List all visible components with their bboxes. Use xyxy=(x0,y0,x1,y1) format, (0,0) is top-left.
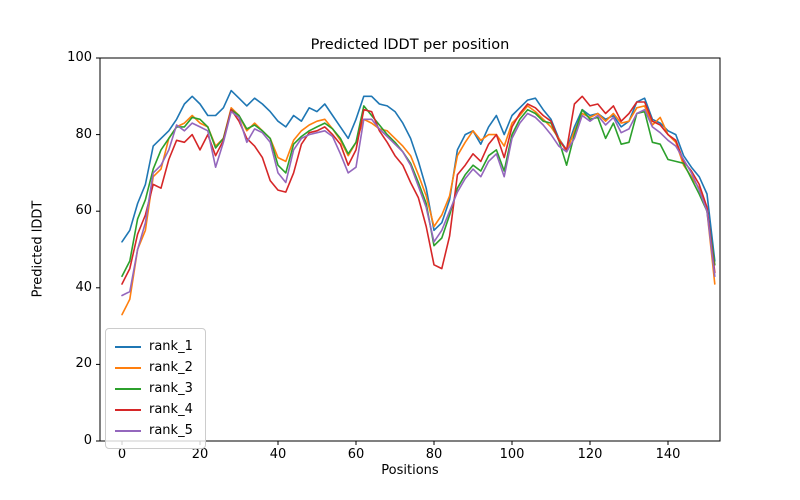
x-tick-label: 80 xyxy=(425,447,443,462)
axes-spines xyxy=(99,57,721,442)
legend-line-swatch xyxy=(115,429,141,432)
y-tick-label: 40 xyxy=(75,279,92,295)
legend-label: rank_3 xyxy=(149,381,193,396)
legend-entry-rank_4: rank_4 xyxy=(115,399,193,420)
chart-title: Predicted lDDT per position xyxy=(310,37,510,53)
line-rank_4 xyxy=(121,95,716,285)
legend-label: rank_5 xyxy=(149,423,193,438)
line-rank_3 xyxy=(121,105,716,278)
y-tick-label: 0 xyxy=(83,433,92,448)
legend-entry-rank_2: rank_2 xyxy=(115,357,193,378)
legend-label: rank_1 xyxy=(149,339,193,354)
legend-label: rank_2 xyxy=(149,360,193,375)
y-tick-label: 80 xyxy=(75,126,92,142)
legend-entry-rank_5: rank_5 xyxy=(115,420,193,441)
y-tick-label: 60 xyxy=(75,203,92,219)
y-tick-label: 20 xyxy=(75,356,92,372)
legend: rank_1 rank_2 rank_3 rank_4 rank_5 xyxy=(105,328,206,449)
legend-line-swatch xyxy=(115,408,141,411)
line-rank_5 xyxy=(121,108,716,297)
legend-line-swatch xyxy=(115,345,141,348)
x-tick-label: 0 xyxy=(117,447,127,462)
legend-line-swatch xyxy=(115,366,141,369)
legend-label: rank_4 xyxy=(149,402,193,417)
x-axis-label: Positions xyxy=(381,463,439,478)
x-tick-label: 140 xyxy=(655,447,681,462)
line-rank_1 xyxy=(121,89,716,262)
x-tick-label: 120 xyxy=(577,447,603,462)
x-tick-label: 100 xyxy=(499,447,525,462)
legend-entry-rank_3: rank_3 xyxy=(115,378,193,399)
x-tick-label: 40 xyxy=(269,447,287,462)
legend-line-swatch xyxy=(115,387,141,390)
legend-entry-rank_1: rank_1 xyxy=(115,336,193,357)
x-tick-label: 60 xyxy=(347,447,365,462)
x-tick-label: 20 xyxy=(191,447,209,462)
y-tick-label: 100 xyxy=(67,50,92,65)
